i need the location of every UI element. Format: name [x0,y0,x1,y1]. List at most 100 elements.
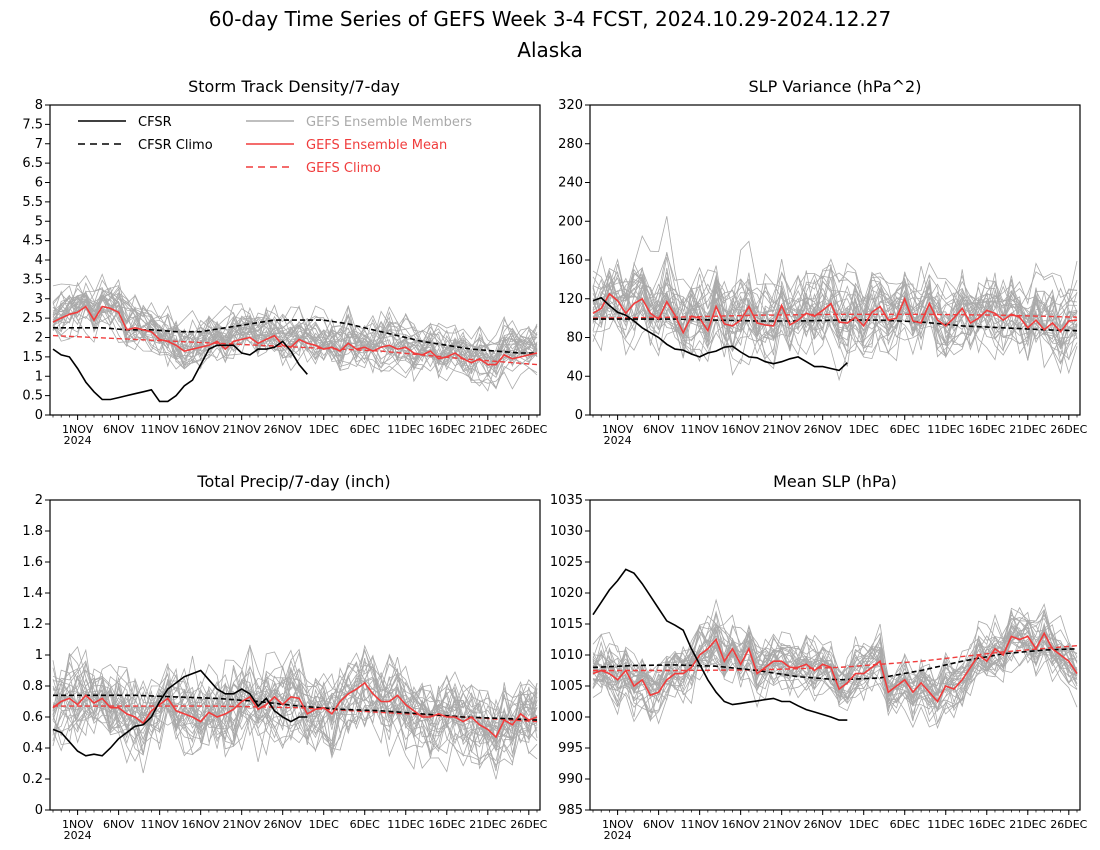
ensemble-member-line [592,280,1078,354]
ensemble-member-line [52,286,538,378]
ensemble-member-line [52,652,538,750]
legend-label: GEFS Ensemble Members [306,115,472,130]
ensemble-member-line [52,662,538,764]
y-tick-label: 80 [566,331,583,346]
ensemble-member-line [52,644,538,746]
legend-label: CFSR [138,115,172,130]
panel-title: Total Precip/7-day (inch) [196,472,390,491]
x-tick-label: 21DEC [469,818,506,831]
y-tick-label: 0.5 [22,389,43,404]
x-tick-label: 11DEC [927,818,964,831]
x-tick-label: 1DEC [309,423,339,436]
y-tick-label: 280 [558,137,583,152]
x-tick-label: 11DEC [387,818,424,831]
gefs-ensemble-mean-line [592,292,1078,335]
y-tick-label: 1015 [550,617,583,632]
x-tick-label: 21DEC [1009,818,1046,831]
y-tick-label: 3.5 [22,272,43,287]
ensemble-member-line [52,677,538,762]
x-tick-label: 26DEC [1050,423,1087,436]
panel-title: SLP Variance (hPa^2) [749,77,922,96]
x-tick-label: 26DEC [510,818,547,831]
ensemble-member-line [592,617,1078,705]
ensemble-member-line [52,274,538,347]
x-tick-label: 1DEC [849,423,879,436]
x-tick-label: 6DEC [350,423,380,436]
panel-storm-track-density: Storm Track Density/7-day 0 0.5 1 1.5 2 2.5 3 3… [22,77,547,447]
y-tick-label: 2.5 [22,311,43,326]
y-tick-label: 1025 [550,555,583,570]
gefs-ensemble-mean-line [52,681,538,739]
y-tick-label: 2 [35,331,43,346]
x-tick-label: 6DEC [890,818,920,831]
x-tick-label: 21NOV [223,818,262,831]
y-tick-label: 7.5 [22,117,43,132]
y-tick-label: 1 [35,648,43,663]
ensemble-member-line [592,610,1078,701]
x-tick-label: 1DEC [309,818,339,831]
plot-area [592,568,1078,730]
x-tick-label: 26NOV [264,423,303,436]
y-tick-label: 6.5 [22,156,43,171]
ensemble-member-line [52,281,538,376]
panel-total-precip: Total Precip/7-day (inch) 0 0.2 0.4 0.6 0.8 1… [22,472,547,842]
x-tick-label: 26NOV [804,423,843,436]
y-tick-label: 0 [35,408,43,423]
y-tick-label: 8 [35,98,43,113]
x-tick-label: 21NOV [223,423,262,436]
x-tick-label: 26DEC [510,423,547,436]
ensemble-member-line [592,216,1078,333]
y-tick-label: 5.5 [22,195,43,210]
plot-frame [589,104,1081,416]
y-tick-label: 4 [35,253,43,268]
y-tick-label: 1.2 [22,617,43,632]
x-tick-label: 11DEC [387,423,424,436]
legend-label: GEFS Ensemble Mean [306,138,447,153]
ensemble-member-line [52,292,538,390]
x-tick-label: 1NOV [602,818,634,831]
y-tick-label: 1.4 [22,586,43,601]
legend-label: CFSR Climo [138,138,213,153]
x-tick-label: 21NOV [763,423,802,436]
y-tick-label: 0.4 [22,741,43,756]
y-tick-label: 160 [558,253,583,268]
x-tick-year-label: 2024 [604,829,632,842]
x-tick-year-label: 2024 [604,434,632,447]
cfsr-line [52,669,308,757]
y-tick-label: 200 [558,214,583,229]
y-tick-label: 990 [558,772,583,787]
x-tick-label: 16DEC [428,423,465,436]
x-tick-label: 6NOV [103,423,135,436]
figure-subtitle: Alaska [517,38,582,62]
x-tick-year-label: 2024 [64,829,92,842]
ensemble-member-line [592,631,1078,720]
x-tick-label: 21DEC [469,423,506,436]
x-tick-label: 26NOV [804,818,843,831]
y-tick-label: 4.5 [22,234,43,249]
y-tick-label: 40 [566,369,583,384]
ensemble-member-line [52,646,538,743]
x-tick-label: 26DEC [1050,818,1087,831]
x-tick-label: 6DEC [890,423,920,436]
y-tick-label: 0 [35,803,43,818]
y-tick-label: 995 [558,741,583,756]
ensemble-member-line [592,268,1078,360]
ensemble-member-line [592,259,1078,341]
ensemble-member-line [592,272,1078,367]
ensemble-member-line [52,282,538,369]
x-tick-label: 16NOV [722,818,761,831]
x-tick-label: 16NOV [182,818,221,831]
x-tick-label: 16DEC [428,818,465,831]
x-tick-year-label: 2024 [64,434,92,447]
panel-title: Storm Track Density/7-day [188,77,400,96]
ensemble-member-line [52,665,538,753]
y-tick-label: 0.8 [22,679,43,694]
x-tick-label: 6DEC [350,818,380,831]
cfsr-climo-line [53,319,537,354]
y-tick-label: 1020 [550,586,583,601]
x-tick-label: 21DEC [1009,423,1046,436]
x-tick-label: 16DEC [968,423,1005,436]
ensemble-member-line [592,274,1078,357]
y-tick-label: 3 [35,292,43,307]
